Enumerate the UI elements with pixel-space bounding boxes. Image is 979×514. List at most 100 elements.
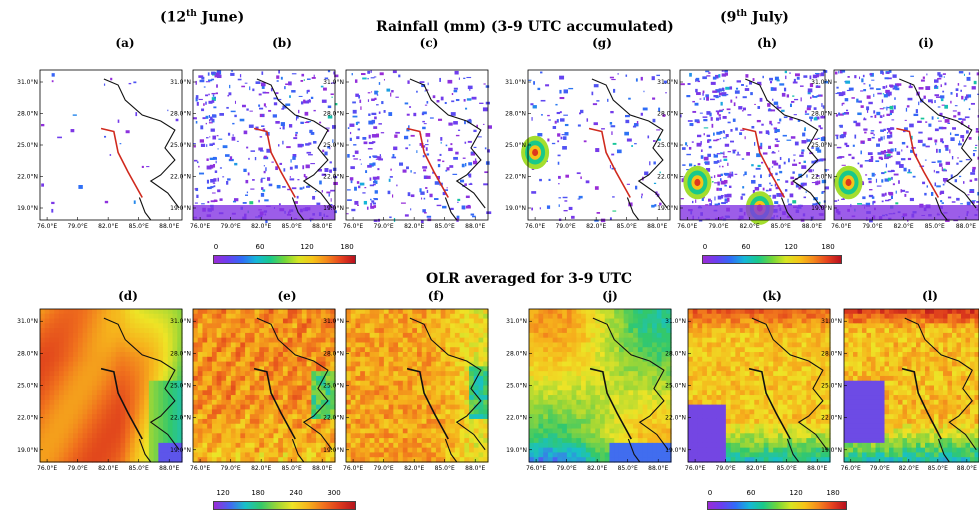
map-svg: 31.0°N 28.0°N 25.0°N 22.0°N 19.0°N 76.0°E 79.0…: [506, 308, 672, 472]
map-panel: 31.0°N 28.0°N 25.0°N 22.0°N 19.0°N 76.0°E 79.0…: [505, 69, 671, 230]
x-tick-label: 79.0°E: [68, 223, 88, 230]
x-tick-label: 85.0°E: [435, 465, 455, 472]
y-tick-label: 22.0°N: [657, 174, 678, 181]
y-tick-label: 22.0°N: [821, 415, 842, 422]
rain-colorbar-strip: [213, 255, 356, 264]
y-tick-label: 28.0°N: [323, 111, 344, 118]
x-tick-label: 85.0°E: [925, 223, 945, 230]
y-tick-label: 22.0°N: [323, 415, 344, 422]
colorbar-tick: 0: [213, 243, 219, 251]
colorbar-ticks: 120 180 240 300: [213, 489, 356, 499]
panel-label-l: (l): [922, 289, 938, 303]
y-tick-label: 22.0°N: [506, 415, 527, 422]
x-tick-label: 79.0°E: [374, 465, 394, 472]
x-tick-label: 76.0°E: [677, 223, 697, 230]
y-tick-label: 31.0°N: [170, 318, 191, 325]
x-tick-label: 82.0°E: [899, 465, 919, 472]
x-tick-label: 88.0°E: [312, 465, 332, 472]
x-tick-label: 85.0°E: [617, 223, 637, 230]
y-tick-label: 25.0°N: [821, 383, 842, 390]
heading-rainfall: Rainfall (mm) (3-9 UTC accumulated): [376, 19, 674, 35]
x-tick-label: 85.0°E: [618, 465, 638, 472]
y-tick-label: 25.0°N: [170, 383, 191, 390]
y-tick-label: 31.0°N: [811, 79, 832, 86]
y-tick-label: 22.0°N: [17, 415, 38, 422]
colorbar-tick: 240: [289, 489, 303, 497]
map-panel: 31.0°N 28.0°N 25.0°N 22.0°N 19.0°N 76.0°E 79.0…: [323, 69, 492, 230]
heading-olr: OLR averaged for 3-9 UTC: [426, 271, 633, 287]
x-tick-label: 82.0°E: [98, 223, 118, 230]
colorbar-tick: 60: [255, 243, 265, 251]
x-tick-label: 82.0°E: [746, 465, 766, 472]
y-tick-label: 25.0°N: [17, 142, 38, 149]
colorbar-tick: 180: [821, 243, 835, 251]
x-tick-label: 79.0°E: [221, 465, 241, 472]
x-tick-label: 76.0°E: [190, 223, 210, 230]
y-tick-label: 22.0°N: [323, 174, 344, 181]
y-tick-label: 28.0°N: [170, 111, 191, 118]
x-tick-label: 85.0°E: [282, 223, 302, 230]
x-tick-label: 82.0°E: [404, 223, 424, 230]
y-tick-label: 25.0°N: [170, 142, 191, 149]
map-svg: 31.0°N 28.0°N 25.0°N 22.0°N 19.0°N 76.0°E 79.0…: [665, 308, 831, 472]
x-tick-label: 88.0°E: [312, 223, 332, 230]
x-tick-label: 85.0°E: [777, 465, 797, 472]
y-tick-label: 28.0°N: [17, 350, 38, 357]
y-tick-label: 19.0°N: [323, 205, 344, 212]
map-panel: 31.0°N 28.0°N 25.0°N 22.0°N 19.0°N 76.0°E 79.0…: [506, 308, 672, 472]
x-tick-label: 88.0°E: [159, 465, 179, 472]
rain-colorbar-july: 0 60 120 180: [702, 243, 842, 269]
x-tick-label: 88.0°E: [648, 465, 668, 472]
heading-june: (12th June): [160, 9, 245, 26]
y-tick-label: 22.0°N: [170, 415, 191, 422]
x-tick-label: 76.0°E: [37, 223, 57, 230]
y-tick-label: 25.0°N: [657, 142, 678, 149]
colorbar-tick: 120: [216, 489, 230, 497]
map-svg: 31.0°N 28.0°N 25.0°N 22.0°N 19.0°N 76.0°E 79.0…: [323, 69, 492, 230]
x-tick-label: 79.0°E: [862, 223, 882, 230]
y-tick-label: 19.0°N: [505, 205, 526, 212]
map-svg: 31.0°N 28.0°N 25.0°N 22.0°N 19.0°N 76.0°E 79.0…: [505, 69, 671, 230]
map-panel: 31.0°N 28.0°N 25.0°N 22.0°N 19.0°N 76.0°E 79.0…: [170, 69, 339, 230]
x-tick-label: 79.0°E: [374, 223, 394, 230]
x-tick-label: 76.0°E: [831, 223, 851, 230]
y-tick-label: 22.0°N: [17, 174, 38, 181]
map-svg: 31.0°N 28.0°N 25.0°N 22.0°N 19.0°N 76.0°E 79.0…: [17, 308, 183, 472]
x-tick-label: 85.0°E: [435, 223, 455, 230]
y-tick-label: 19.0°N: [506, 447, 527, 454]
x-tick-label: 76.0°E: [343, 223, 363, 230]
y-tick-label: 19.0°N: [821, 447, 842, 454]
colorbar-tick: 120: [784, 243, 798, 251]
colorbar-tick: 120: [300, 243, 314, 251]
x-tick-label: 82.0°E: [586, 223, 606, 230]
y-tick-label: 31.0°N: [323, 318, 344, 325]
y-tick-label: 25.0°N: [505, 142, 526, 149]
y-tick-label: 28.0°N: [323, 350, 344, 357]
x-tick-label: 76.0°E: [343, 465, 363, 472]
colorbar-tick: 0: [702, 243, 708, 251]
x-tick-label: 82.0°E: [894, 223, 914, 230]
x-tick-label: 79.0°E: [716, 465, 736, 472]
panel-label-a: (a): [115, 36, 135, 50]
y-tick-label: 28.0°N: [170, 350, 191, 357]
panel-label-h: (h): [756, 36, 778, 50]
map-svg: 31.0°N 28.0°N 25.0°N 22.0°N 19.0°N 76.0°E 79.0…: [657, 69, 830, 230]
panel-label-b: (b): [272, 36, 292, 50]
colorbar-ticks: 0 60 120 180: [213, 243, 356, 253]
y-tick-label: 22.0°N: [811, 174, 832, 181]
x-tick-label: 79.0°E: [556, 223, 576, 230]
x-tick-label: 79.0°E: [557, 465, 577, 472]
y-tick-label: 28.0°N: [657, 111, 678, 118]
x-tick-label: 76.0°E: [37, 465, 57, 472]
y-tick-label: 31.0°N: [506, 318, 527, 325]
y-tick-label: 19.0°N: [811, 205, 832, 212]
map-svg: 31.0°N 28.0°N 25.0°N 22.0°N 19.0°N 76.0°E 79.0…: [17, 69, 183, 230]
colorbar-tick: 180: [251, 489, 265, 497]
x-tick-label: 88.0°E: [807, 465, 827, 472]
x-tick-label: 76.0°E: [841, 465, 861, 472]
x-tick-label: 79.0°E: [870, 465, 890, 472]
panel-label-e: (e): [277, 289, 297, 303]
x-tick-label: 85.0°E: [129, 465, 149, 472]
y-tick-label: 19.0°N: [657, 205, 678, 212]
map-panel: 31.0°N 28.0°N 25.0°N 22.0°N 19.0°N 76.0°E 79.0…: [170, 308, 336, 472]
